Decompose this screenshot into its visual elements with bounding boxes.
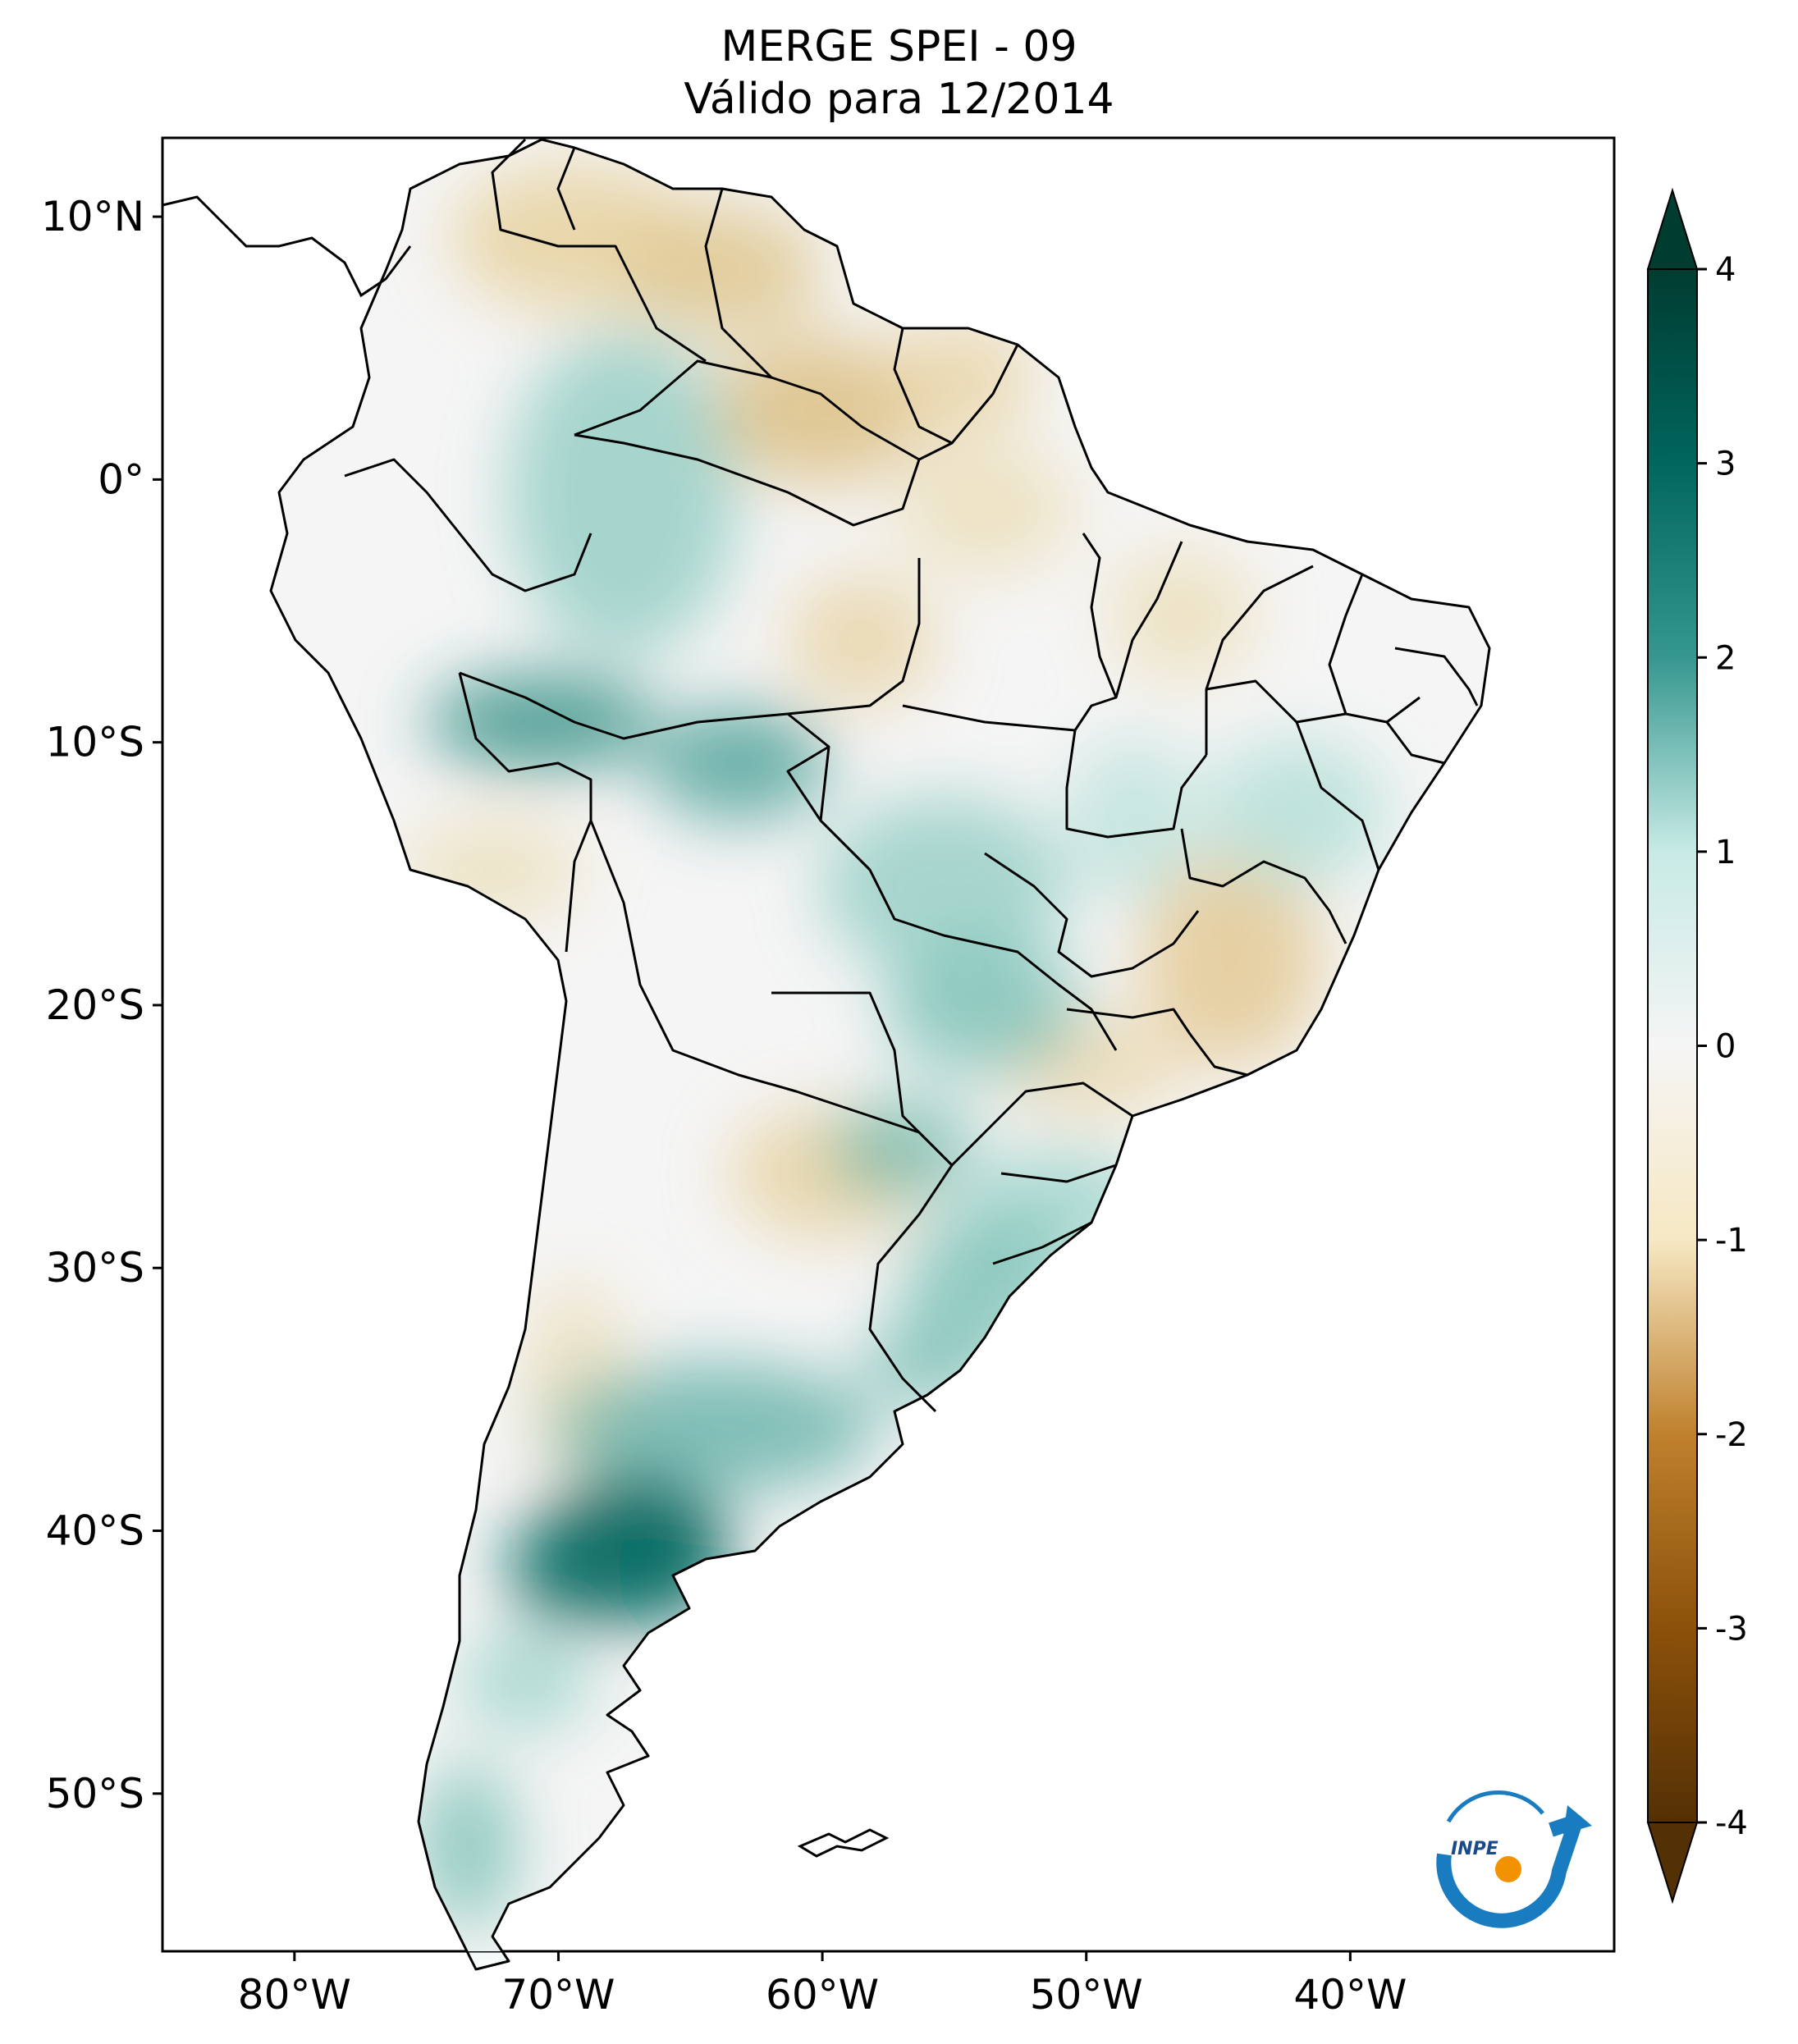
- sun-dot-icon: [1495, 1856, 1521, 1882]
- colorbar-gradient: [1647, 268, 1698, 1823]
- colorbar-tick-label: 4: [1715, 251, 1736, 289]
- colorbar-tick-label: -2: [1715, 1416, 1748, 1454]
- inpe-logo: INPE: [1436, 1790, 1592, 1928]
- colorbar-extend-max: [1646, 187, 1699, 270]
- falkland-islands-outline: [797, 1828, 890, 1858]
- longitude-axis: 80°W 70°W 60°W 50°W 40°W: [238, 1951, 1407, 2019]
- lat-tick-label: 10°S: [46, 719, 144, 766]
- lat-tick-label: 40°S: [46, 1507, 144, 1555]
- lon-tick-label: 50°W: [1030, 1971, 1143, 2019]
- colorbar-tick-label: 1: [1715, 834, 1736, 871]
- map-title: MERGE SPEI - 09: [721, 22, 1077, 71]
- central-america-outline: [162, 195, 412, 298]
- colorbar: 4 3 2 1 0 -1 -2 -3 -4: [1646, 187, 1748, 1905]
- map-subtitle: Válido para 12/2014: [684, 75, 1114, 124]
- arrow-head-icon: [1563, 1805, 1592, 1834]
- latitude-axis: 10°N 0° 10°S 20°S 30°S 40°S 50°S: [41, 193, 162, 1818]
- lat-tick-label: 30°S: [46, 1244, 144, 1292]
- lat-tick-label: 10°N: [41, 193, 144, 240]
- lon-tick-label: 60°W: [766, 1971, 879, 2019]
- orbit-arc-icon: [1446, 1790, 1544, 1823]
- lat-tick-label: 20°S: [46, 981, 144, 1029]
- logo-text: INPE: [1451, 1839, 1498, 1859]
- lon-tick-label: 70°W: [501, 1971, 615, 2019]
- political-borders: [344, 138, 1479, 1413]
- colorbar-extend-min: [1646, 1822, 1699, 1905]
- colorbar-tick-label: -3: [1715, 1610, 1748, 1648]
- lon-tick-label: 80°W: [238, 1971, 351, 2019]
- colorbar-tick-label: 0: [1715, 1028, 1736, 1066]
- lat-tick-label: 0°: [98, 455, 144, 503]
- colorbar-tick-label: -4: [1715, 1804, 1748, 1842]
- colorbar-tick-label: 3: [1715, 446, 1736, 483]
- lon-tick-label: 40°W: [1293, 1971, 1407, 2019]
- colorbar-tick-label: 2: [1715, 639, 1736, 677]
- swoosh-arrow-icon: [1436, 1814, 1583, 1928]
- colorbar-ticks: 4 3 2 1 0 -1 -2 -3 -4: [1697, 251, 1748, 1842]
- lat-tick-label: 50°S: [46, 1770, 144, 1818]
- continent-outline: [269, 138, 1491, 1971]
- colorbar-tick-label: -1: [1715, 1222, 1748, 1260]
